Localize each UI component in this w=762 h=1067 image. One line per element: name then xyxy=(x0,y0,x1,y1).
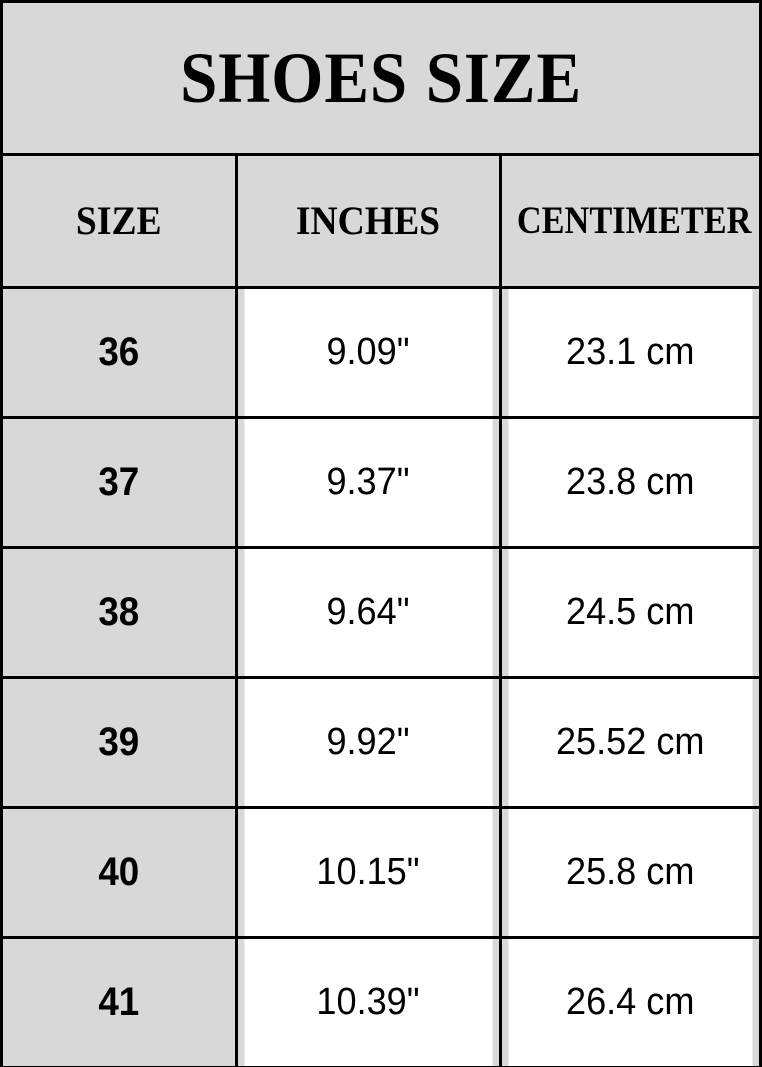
cell-inches: 9.64" xyxy=(242,547,495,679)
column-header-inches: INCHES xyxy=(243,156,494,289)
table-header-row: SIZE INCHES CENTIMETER xyxy=(3,156,759,289)
cell-inches: 10.15" xyxy=(242,807,495,939)
table-row: 41 10.39" 26.4 cm xyxy=(3,937,759,1067)
page-title: SHOES SIZE xyxy=(180,38,582,118)
column-header-centimeter: CENTIMETER xyxy=(515,156,751,289)
cell-size: 41 xyxy=(12,937,229,1067)
table-row: 36 9.09" 23.1 cm xyxy=(3,287,759,419)
cell-size: 36 xyxy=(12,287,229,419)
table-body: 36 9.09" 23.1 cm 37 9.37" 23.8 cm 38 9.6… xyxy=(3,287,759,1067)
table-row: 37 9.37" 23.8 cm xyxy=(3,417,759,549)
cell-centimeter: 23.1 cm xyxy=(506,287,753,419)
table-row: 39 9.92" 25.52 cm xyxy=(3,677,759,809)
cell-inches: 10.39" xyxy=(242,937,495,1067)
cell-size: 38 xyxy=(12,547,229,679)
size-conversion-table: SIZE INCHES CENTIMETER 36 9.09" 23.1 cm … xyxy=(3,156,759,1067)
cell-size: 39 xyxy=(12,677,229,809)
cell-size: 37 xyxy=(12,417,229,549)
cell-centimeter: 25.52 cm xyxy=(506,677,753,809)
cell-centimeter: 24.5 cm xyxy=(506,547,753,679)
cell-size: 40 xyxy=(12,807,229,939)
table-header: SIZE INCHES CENTIMETER xyxy=(3,156,759,289)
column-header-size: SIZE xyxy=(9,156,231,289)
table-row: 40 10.15" 25.8 cm xyxy=(3,807,759,939)
cell-centimeter: 23.8 cm xyxy=(506,417,753,549)
cell-inches: 9.37" xyxy=(242,417,495,549)
table-row: 38 9.64" 24.5 cm xyxy=(3,547,759,679)
cell-centimeter: 26.4 cm xyxy=(506,937,753,1067)
cell-inches: 9.09" xyxy=(242,287,495,419)
chart-title-banner: SHOES SIZE xyxy=(3,3,759,156)
cell-inches: 9.92" xyxy=(242,677,495,809)
cell-centimeter: 25.8 cm xyxy=(506,807,753,939)
